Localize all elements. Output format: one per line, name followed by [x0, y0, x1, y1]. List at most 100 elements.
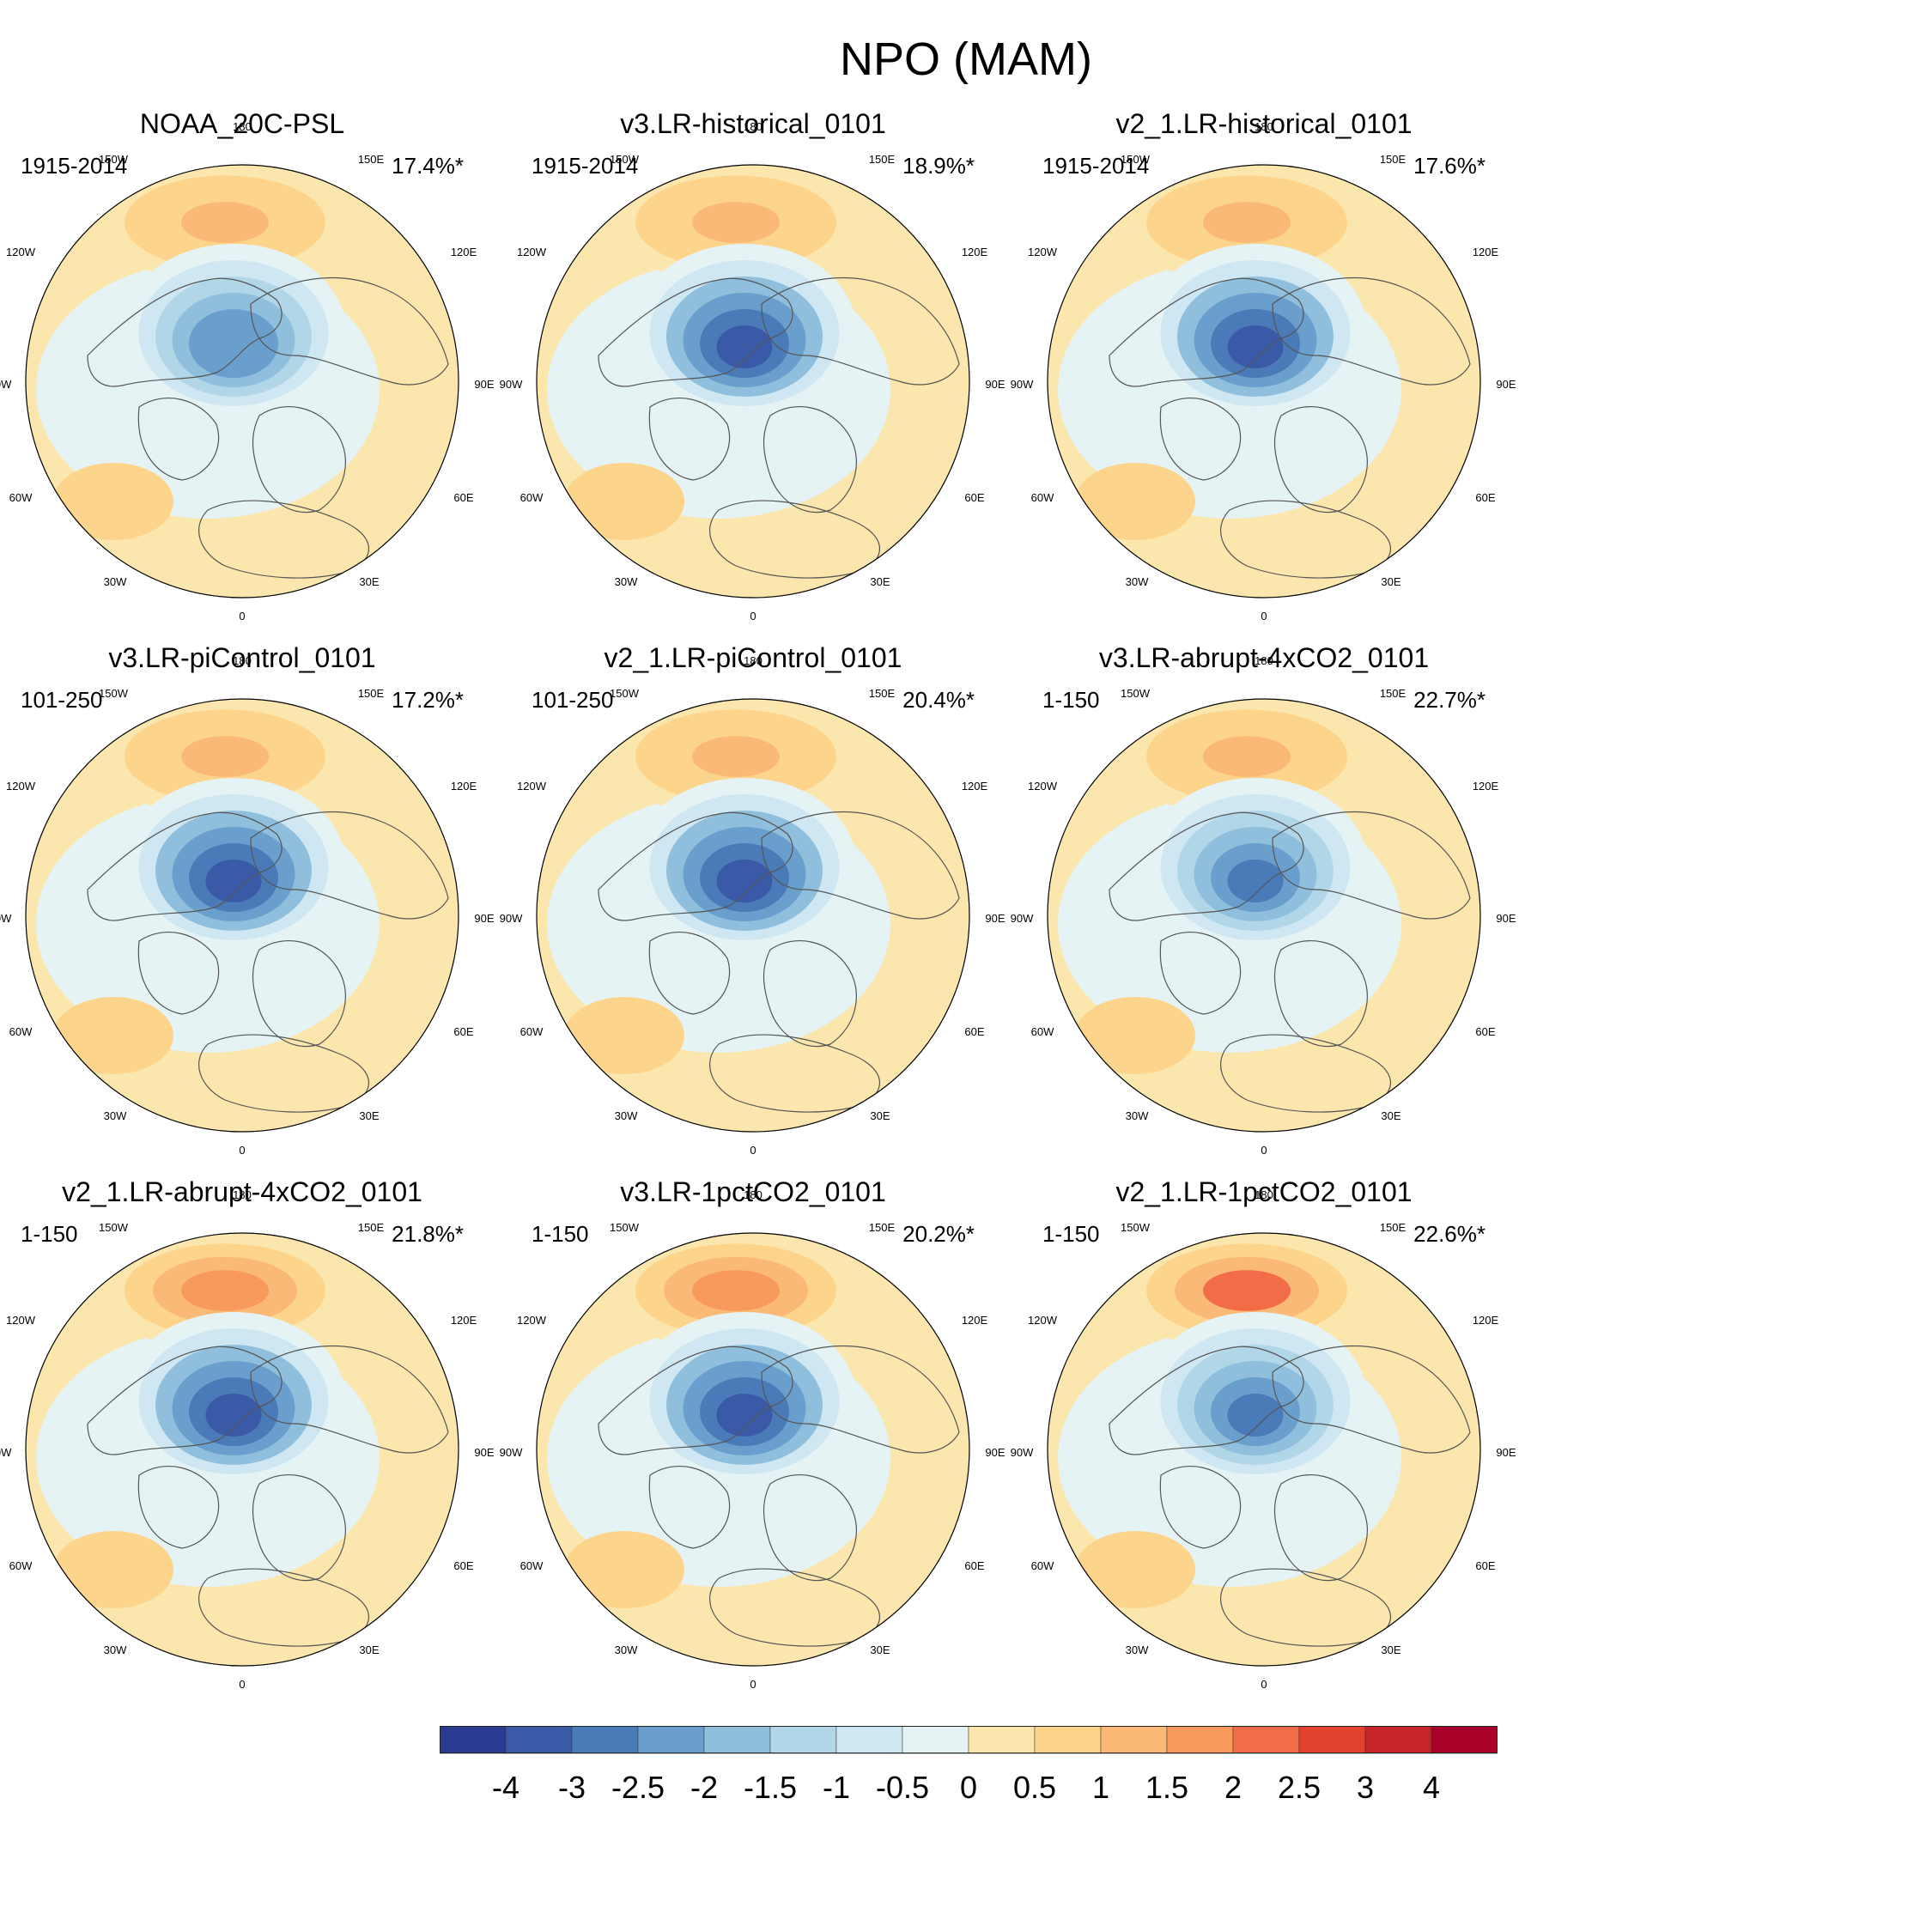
longitude-label: 0 — [1261, 1144, 1267, 1157]
longitude-label: 0 — [750, 610, 756, 623]
colorbar-label: -1.5 — [744, 1770, 797, 1805]
longitude-label: 90W — [500, 1446, 523, 1459]
longitude-label: 120E — [451, 780, 477, 793]
longitude-label: 30W — [1126, 1109, 1149, 1122]
colorbar-label: 0.5 — [1013, 1770, 1056, 1805]
longitude-label: 60W — [9, 1559, 33, 1572]
coastline — [762, 1474, 857, 1582]
longitude-label: 30E — [359, 1109, 379, 1122]
longitude-label: 30W — [1126, 1643, 1149, 1656]
coastline — [1272, 1346, 1471, 1454]
panel-period: 1915-2014 — [1042, 153, 1150, 179]
coastline — [762, 406, 857, 513]
colorbar-label: 4 — [1423, 1770, 1440, 1805]
longitude-label: 30E — [359, 575, 379, 588]
longitude-label: 0 — [1261, 610, 1267, 623]
longitude-label: 30W — [615, 1643, 638, 1656]
longitude-label: 90W — [0, 378, 12, 391]
longitude-label: 90W — [1011, 1446, 1034, 1459]
longitude-label: 60E — [964, 1025, 984, 1038]
polar-map: 180 150W 150E 120W 120E 90W 90E 60W 60E 30W 30E 0 — [500, 120, 1005, 623]
longitude-label: 90W — [1011, 378, 1034, 391]
pacific-high-contour — [181, 1270, 269, 1311]
longitude-label: 150E — [1380, 687, 1406, 700]
coastline — [1109, 1346, 1304, 1455]
bering-low-contour — [1227, 325, 1284, 368]
longitude-label: 60W — [1031, 1559, 1054, 1572]
colorbar-label: -2.5 — [611, 1770, 665, 1805]
coastline — [1109, 277, 1304, 387]
coastline — [87, 277, 283, 387]
longitude-label: 150E — [1380, 153, 1406, 166]
longitude-label: 180 — [233, 1188, 252, 1201]
coastline — [1109, 811, 1304, 921]
coastline — [137, 398, 220, 481]
coastlines — [87, 1346, 449, 1647]
longitude-label: 150W — [99, 153, 129, 166]
colorbar-label: 2 — [1224, 1770, 1242, 1805]
longitude-label: 0 — [239, 1144, 245, 1157]
longitude-label: 150E — [1380, 1221, 1406, 1234]
longitude-label: 120W — [517, 1314, 547, 1327]
colorbar-label: 0 — [960, 1770, 977, 1805]
bering-low-contour — [205, 325, 262, 368]
panel-title: v3.LR-piControl_0101 — [108, 642, 376, 673]
atlantic-positive-lobe — [564, 463, 684, 540]
variance-explained: 17.6%* — [1413, 153, 1485, 179]
coastline — [252, 1474, 346, 1582]
polar-map: 180 150W 150E 120W 120E 90W 90E 60W 60E 30W 30E 0 — [1011, 1188, 1516, 1691]
atlantic-positive-lobe — [1075, 997, 1195, 1074]
longitude-label: 60E — [1475, 1025, 1495, 1038]
longitude-label: 0 — [1261, 1678, 1267, 1691]
colorbar-swatch — [505, 1726, 573, 1754]
panel-period: 1915-2014 — [21, 153, 128, 179]
longitude-label: 90W — [0, 1446, 12, 1459]
map-panel: 180 150W 150E 120W 120E 90W 90E 60W 60E 30W 30E 0 v3… — [487, 108, 1019, 641]
coastline — [137, 1466, 220, 1549]
coastline — [598, 277, 793, 387]
coastline — [1272, 277, 1471, 386]
map-panel: 180 150W 150E 120W 120E 90W 90E 60W 60E 30W 30E 0 v2… — [0, 1176, 508, 1709]
longitude-label: 60E — [453, 491, 473, 504]
longitude-label: 120E — [962, 1314, 988, 1327]
polar-map: 180 150W 150E 120W 120E 90W 90E 60W 60E 30W 30E 0 — [500, 654, 1005, 1157]
longitude-label: 120W — [1028, 246, 1058, 258]
longitude-label: 60W — [9, 1025, 33, 1038]
map-panel: 180 150W 150E 120W 120E 90W 90E 60W 60E 30W 30E 0 v3… — [998, 642, 1530, 1175]
pacific-high-contour — [1203, 202, 1291, 243]
longitude-label: 90W — [500, 912, 523, 925]
longitude-label: 90W — [500, 378, 523, 391]
longitude-label: 120E — [962, 780, 988, 793]
coastline — [1159, 398, 1242, 481]
colorbar-label: 3 — [1357, 1770, 1374, 1805]
longitude-label: 90E — [985, 378, 1005, 391]
longitude-label: 30E — [1381, 575, 1400, 588]
map-frame — [536, 698, 970, 1133]
map-frame — [25, 1232, 459, 1667]
colorbar-swatch — [1431, 1726, 1498, 1754]
map-panel: 180 150W 150E 120W 120E 90W 90E 60W 60E 30W 30E 0 v3… — [0, 642, 508, 1175]
colorbar-frame — [440, 1726, 1498, 1753]
atlantic-positive-lobe — [564, 1531, 684, 1608]
coastline — [648, 1466, 731, 1549]
pacific-high-contour — [181, 202, 269, 243]
coastline — [250, 811, 449, 920]
pacific-high-contour — [692, 736, 780, 777]
coastline — [598, 811, 793, 921]
variance-explained: 21.8%* — [392, 1221, 464, 1247]
longitude-label: 30E — [1381, 1643, 1400, 1656]
map-panel: 180 150W 150E 120W 120E 90W 90E 60W 60E 30W 30E 0 v2… — [487, 642, 1019, 1175]
longitude-label: 60E — [453, 1025, 473, 1038]
longitude-label: 180 — [233, 654, 252, 667]
atlantic-positive-lobe — [53, 1531, 173, 1608]
coastline — [648, 932, 731, 1015]
panel-title: v2_1.LR-piControl_0101 — [604, 642, 902, 673]
longitude-label: 30W — [104, 1109, 127, 1122]
longitude-label: 30E — [870, 1643, 890, 1656]
longitude-label: 60W — [9, 491, 33, 504]
longitude-label: 120E — [1473, 780, 1499, 793]
polar-map: 180 150W 150E 120W 120E 90W 90E 60W 60E 30W 30E 0 — [1011, 120, 1516, 623]
coastline — [761, 1346, 960, 1454]
colorbar-swatch — [902, 1726, 969, 1754]
polar-map: 180 150W 150E 120W 120E 90W 90E 60W 60E 30W 30E 0 — [0, 120, 495, 623]
